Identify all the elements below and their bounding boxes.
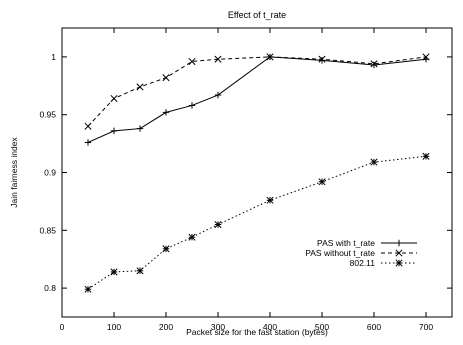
series-2-point-10: [422, 53, 430, 61]
series-3-point-2-stroke: [110, 268, 118, 276]
series-2-point-6-stroke: [214, 55, 222, 63]
legend-label: 802.11: [350, 258, 376, 268]
series-3-point-5-stroke: [188, 233, 196, 241]
series-2-point-5-stroke: [188, 57, 196, 66]
series-1-point-2: [110, 127, 118, 135]
series-3-point-10-stroke: [422, 152, 430, 160]
series-2-point-6: [214, 55, 222, 63]
series-2-point-10-stroke: [422, 53, 430, 61]
series-3-point-3-stroke: [136, 267, 144, 275]
x-tick-label: 0: [60, 322, 65, 332]
series-1-point-3: [136, 125, 144, 132]
series-2: [84, 53, 430, 130]
legend-label: PAS without t_rate: [305, 248, 375, 258]
series-3-point-4: [162, 245, 170, 253]
series-1-point-9: [370, 61, 378, 69]
series-2-point-5: [188, 57, 196, 66]
series-2-point-8: [318, 55, 326, 63]
x-tick-label: 500: [315, 322, 329, 332]
legend-label: PAS with t_rate: [317, 238, 375, 248]
series-3-point-8: [318, 178, 326, 186]
chart-title: Effect of t_rate: [228, 10, 286, 20]
y-tick-label: 1: [51, 52, 56, 62]
series-1-point-6: [214, 91, 222, 99]
series-3-point-7-stroke: [266, 196, 274, 204]
series-1: [84, 53, 430, 146]
series-2-point-7: [266, 53, 274, 61]
x-tick-label: 100: [107, 322, 121, 332]
x-tick-label: 700: [419, 322, 433, 332]
series-3-point-9: [370, 158, 378, 166]
series-2-point-3-stroke: [136, 83, 144, 91]
series-3: [84, 152, 430, 293]
series-1-point-1: [84, 139, 92, 146]
series-3-point-6-stroke: [214, 220, 222, 229]
x-tick-label: 600: [367, 322, 381, 332]
plot-area-frame: [61, 27, 453, 318]
legend-sample-marker-stroke: [395, 249, 403, 257]
series-1-line: [87, 56, 427, 143]
legend-entry-2: PAS without t_rate: [305, 248, 417, 258]
series-1-point-4: [162, 109, 170, 116]
series-2-point-3: [136, 83, 144, 91]
series-2-point-9-stroke: [370, 60, 378, 68]
series-3-point-8-stroke: [318, 178, 326, 186]
series-2-point-1-stroke: [84, 122, 92, 130]
series-2-point-7-stroke: [266, 53, 274, 61]
series-1-point-8: [318, 57, 326, 64]
series-2-point-4-stroke: [162, 74, 170, 82]
legend-entry-1: PAS with t_rate: [317, 238, 417, 248]
series-3-line: [87, 155, 427, 290]
series-1-point-5: [188, 102, 196, 109]
series-2-point-2-stroke: [110, 94, 118, 103]
series-3-point-7: [266, 196, 274, 204]
legend-sample-marker: [395, 249, 403, 257]
y-tick-label: 0.95: [39, 110, 56, 120]
series-3-point-1: [84, 285, 92, 293]
series-2-point-9: [370, 60, 378, 68]
series-3-point-5: [188, 233, 196, 241]
series-3-point-6: [214, 220, 222, 229]
legend-entry-3: 802.11: [350, 258, 417, 268]
y-tick-label: 0.9: [44, 168, 56, 178]
series-2-line: [87, 56, 427, 127]
legend-sample-marker: [395, 259, 403, 267]
series-3-point-2: [110, 268, 118, 276]
series-3-point-3: [136, 267, 144, 275]
x-axis-label: Packet size for the fast station (bytes): [186, 327, 328, 337]
y-axis-label: Jain fairness index: [9, 137, 19, 208]
series-3-point-10: [422, 152, 430, 160]
series-2-point-1: [84, 122, 92, 130]
y-tick-label: 0.8: [44, 283, 56, 293]
series-2-point-4: [162, 74, 170, 82]
y-tick-label: 0.85: [39, 225, 56, 235]
x-tick-label: 300: [211, 322, 225, 332]
series-3-point-9-stroke: [370, 158, 378, 166]
legend-sample-marker-stroke: [395, 259, 403, 267]
x-tick-label: 400: [263, 322, 277, 332]
series-3-point-1-stroke: [84, 285, 92, 293]
series-3-point-4-stroke: [162, 245, 170, 253]
legend-sample-marker: [395, 239, 403, 247]
x-tick-label: 200: [159, 322, 173, 332]
series-2-point-2: [110, 94, 118, 103]
series-2-point-8-stroke: [318, 55, 326, 63]
